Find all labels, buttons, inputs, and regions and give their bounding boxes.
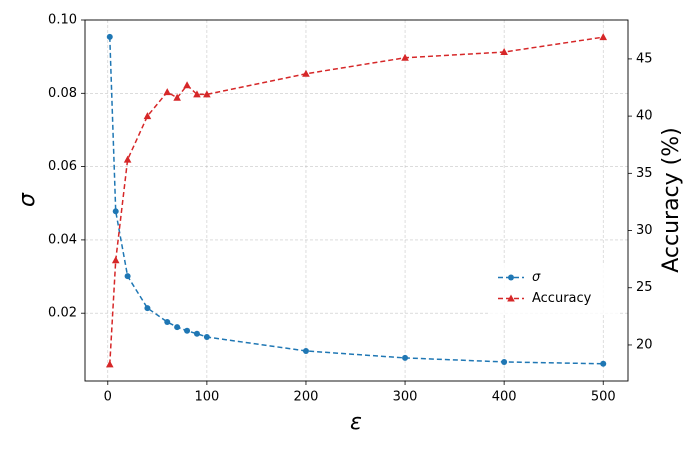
data-point <box>123 155 132 163</box>
data-point <box>144 305 151 312</box>
x-tick-label: 100 <box>194 390 219 405</box>
data-point <box>183 81 191 89</box>
series-line <box>109 36 604 365</box>
data-point <box>600 360 607 367</box>
data-point <box>302 69 310 77</box>
y-axis-label: σ <box>15 192 40 207</box>
data-point <box>112 208 119 215</box>
y2-tick-label: 30 <box>636 223 653 238</box>
y2-tick-label: 40 <box>636 109 653 124</box>
data-point <box>106 33 113 40</box>
data-point <box>402 354 409 361</box>
data-point <box>143 112 152 120</box>
data-point <box>164 318 171 325</box>
y-tick-label: 0.04 <box>48 232 77 247</box>
data-point <box>163 88 172 96</box>
legend-label: σ <box>532 270 541 285</box>
data-point <box>124 273 131 280</box>
x-axis-label: ε <box>350 410 362 435</box>
legend: σ Accuracy <box>490 263 618 314</box>
data-point <box>501 358 508 365</box>
legend-marker <box>507 294 515 302</box>
y2-tick-label: 35 <box>636 166 653 181</box>
plot-frame <box>84 19 629 382</box>
data-point <box>302 347 309 354</box>
data-point <box>173 93 181 101</box>
data-point <box>105 360 114 368</box>
legend-box <box>490 263 618 314</box>
x-tick-label: 300 <box>393 390 418 405</box>
y-tick-label: 0.06 <box>48 159 77 174</box>
data-point <box>500 48 508 56</box>
y2-tick-label: 20 <box>636 337 653 352</box>
y-tick-label: 0.10 <box>48 13 77 28</box>
data-point <box>193 90 201 98</box>
y2-axis-label: Accuracy (%) <box>659 127 684 273</box>
data-point <box>193 330 200 337</box>
data-point <box>599 33 608 41</box>
x-tick-label: 200 <box>294 390 319 405</box>
x-tick-label: 0 <box>104 390 112 405</box>
y-tick-label: 0.02 <box>48 306 77 321</box>
y2-tick-label: 25 <box>636 280 653 295</box>
x-tick-label: 500 <box>591 390 616 405</box>
y-tick-label: 0.08 <box>48 86 77 101</box>
legend-label: Accuracy <box>532 291 592 306</box>
data-point <box>203 334 210 341</box>
data-point <box>184 327 191 334</box>
data-point <box>174 324 181 331</box>
data-point <box>111 256 120 264</box>
legend-marker <box>508 274 514 281</box>
data-point <box>401 53 409 61</box>
data-point <box>203 90 211 98</box>
series-line <box>109 36 604 365</box>
x-tick-label: 400 <box>492 390 517 405</box>
y2-tick-label: 45 <box>636 51 653 66</box>
